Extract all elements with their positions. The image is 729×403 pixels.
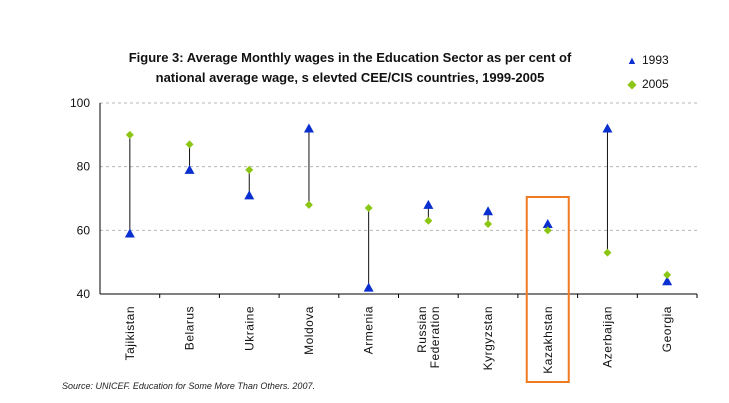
point-1993: [244, 190, 255, 200]
x-tick-label: Russian: [415, 306, 429, 353]
point-1993: [184, 164, 195, 174]
x-tick-label: Moldova: [302, 306, 316, 355]
triangle-marker-icon: ▲: [626, 55, 638, 67]
x-tick-label: Ukraine: [242, 306, 256, 351]
legend-item-2005: ◆ 2005: [626, 77, 669, 91]
point-1993: [303, 123, 314, 133]
chart-subtitle: national average wage, s elevted CEE/CIS…: [155, 70, 545, 85]
point-1993: [124, 228, 135, 238]
point-2005: [245, 165, 254, 174]
point-2005: [663, 270, 672, 279]
point-1993: [542, 218, 553, 228]
point-1993: [363, 282, 374, 292]
point-1993: [602, 123, 613, 133]
y-tick-label: 60: [77, 223, 91, 237]
point-2005: [484, 219, 493, 228]
point-1993: [483, 206, 494, 216]
x-tick-label: Kyrgyzstan: [481, 306, 495, 370]
point-2005: [364, 204, 373, 213]
point-2005: [603, 248, 612, 257]
x-tick-label: Federation: [428, 306, 442, 368]
x-tick-label: Azerbaijan: [600, 306, 614, 368]
point-1993: [423, 199, 434, 209]
highlight-box: [525, 196, 570, 383]
y-tick-label: 80: [77, 160, 91, 174]
legend-label-2005: 2005: [642, 77, 669, 91]
y-tick-label: 40: [77, 287, 91, 301]
y-tick-label: 100: [70, 96, 90, 110]
point-2005: [424, 216, 433, 225]
chart-title: Figure 3: Average Monthly wages in the E…: [128, 50, 572, 65]
point-1993: [662, 276, 673, 286]
x-tick-label: Armenia: [362, 306, 376, 354]
diamond-marker-icon: ◆: [627, 77, 637, 91]
x-tick-label: Tajikistan: [123, 306, 137, 360]
legend-item-1993: ▲ 1993: [626, 53, 669, 67]
x-tick-label: Georgia: [660, 306, 674, 352]
point-2005: [185, 140, 194, 149]
source-note: Source: UNICEF. Education for Some More …: [62, 381, 315, 391]
point-2005: [543, 226, 552, 235]
legend-label-1993: 1993: [642, 53, 669, 67]
x-tick-label: Belarus: [183, 306, 197, 350]
point-2005: [304, 200, 313, 209]
x-tick-label: Kazakhstan: [541, 306, 555, 374]
point-2005: [125, 130, 134, 139]
